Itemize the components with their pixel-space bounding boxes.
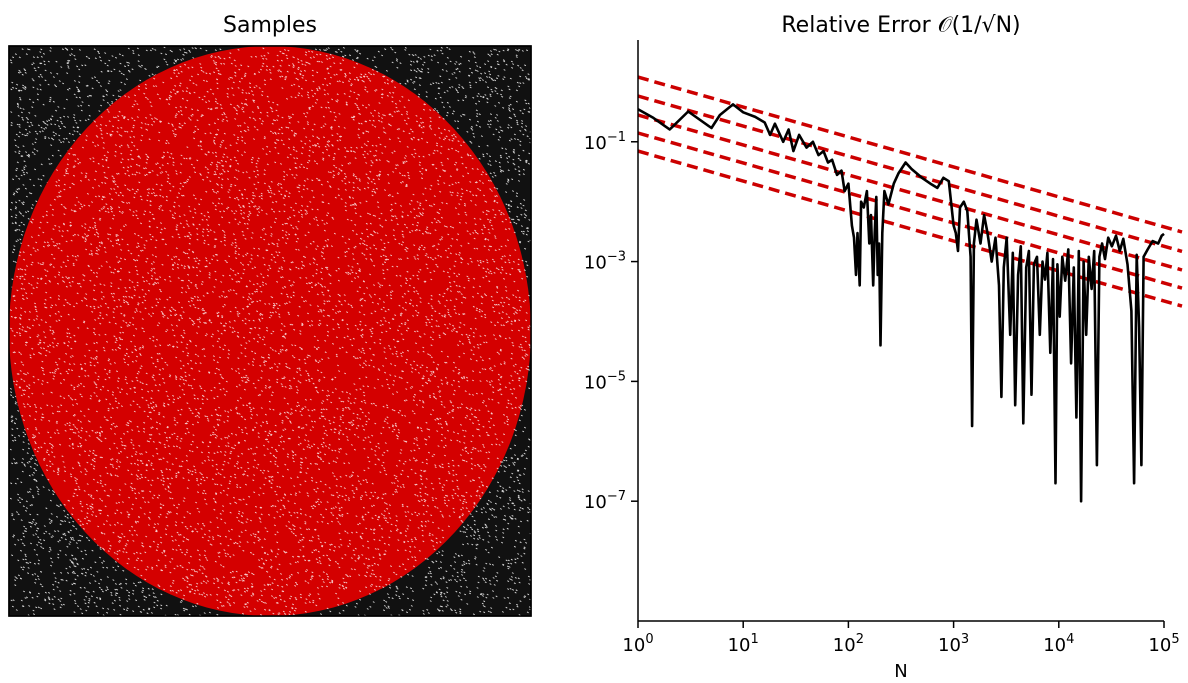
reference-line-1 xyxy=(637,75,1183,234)
x-tick-label: 105 xyxy=(1148,632,1179,656)
x-tick-label: 100 xyxy=(622,632,653,656)
inside-points-texture xyxy=(9,47,532,616)
y-tick-label: 10−7 xyxy=(584,489,626,513)
y-tick-label: 10−1 xyxy=(584,130,626,154)
error-title: Relative Error 𝒪(1/√N) xyxy=(781,13,1020,38)
error-panel: Relative Error 𝒪(1/√N) 100 101 102 103 104 10… xyxy=(584,13,1183,682)
samples-frame xyxy=(8,45,532,617)
x-tick-label: 101 xyxy=(728,632,759,656)
x-tick-label: 102 xyxy=(833,632,864,656)
samples-title: Samples xyxy=(223,13,317,38)
reference-line-5 xyxy=(637,149,1183,308)
x-tick-label: 103 xyxy=(938,632,969,656)
reference-line-4 xyxy=(637,131,1183,290)
outside-sample-points xyxy=(9,46,532,617)
inside-circle-region xyxy=(9,46,531,616)
plot-lines xyxy=(637,75,1183,503)
y-tick-label: 10−3 xyxy=(584,250,626,274)
reference-line-2 xyxy=(637,94,1183,254)
x-ticks: 100 101 102 103 104 105 xyxy=(622,621,1180,656)
y-ticks: 10−1 10−3 10−5 10−7 xyxy=(584,130,638,513)
samples-panel: Samples xyxy=(8,13,532,617)
inside-sample-points xyxy=(9,47,532,616)
reference-line-3 xyxy=(637,113,1183,272)
x-tick-label: 104 xyxy=(1043,632,1074,656)
outside-points-texture xyxy=(9,46,532,617)
error-series-line xyxy=(637,103,1165,503)
x-axis-label: N xyxy=(894,661,907,682)
y-tick-label: 10−5 xyxy=(584,369,626,393)
